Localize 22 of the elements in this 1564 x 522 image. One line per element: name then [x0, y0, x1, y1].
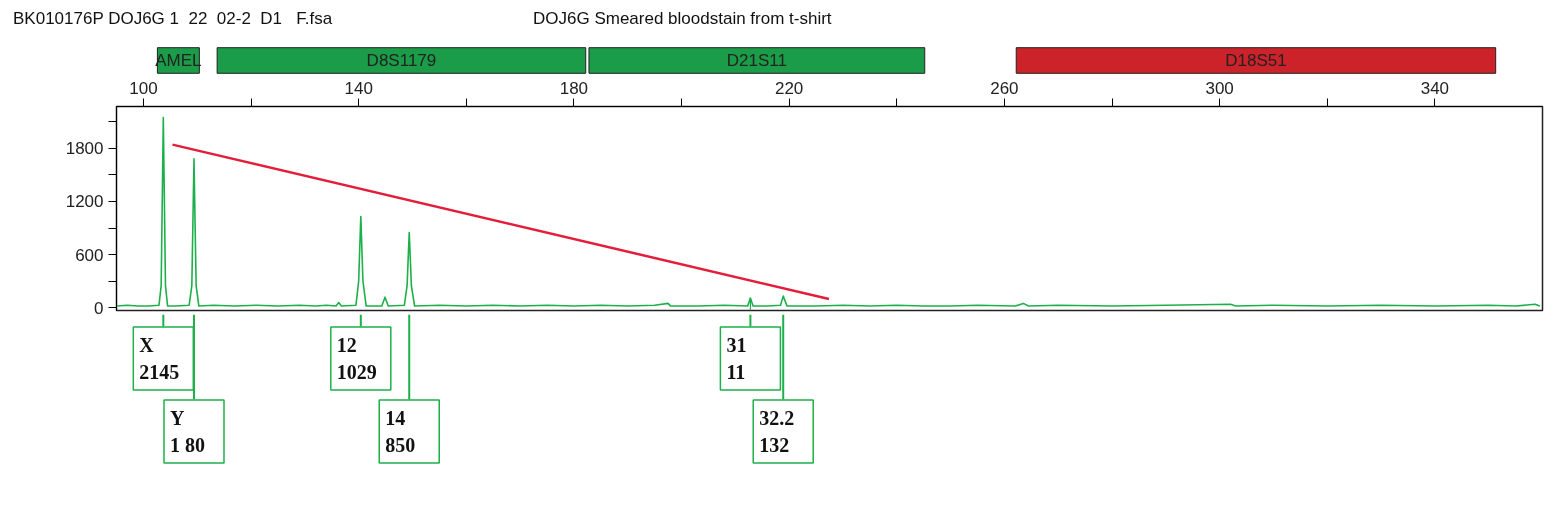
annotation: 31 11: [726, 334, 747, 383]
series-label: D18S51: [1225, 51, 1287, 70]
x-tick-label: 180: [559, 78, 589, 98]
chart-subtitle: DOJ6G Smeared bloodstain from t-shirt: [532, 8, 833, 30]
annotation: 14 850: [385, 407, 416, 456]
y-tick-label: 1800: [65, 139, 104, 159]
chart-title: BK010176P DOJ6G 1 22 02-2 D1 F.fsa: [12, 8, 334, 30]
x-tick-label: 100: [129, 78, 158, 98]
x-tick-label: 300: [1205, 78, 1234, 98]
x-tick-label: 340: [1420, 78, 1450, 98]
annotation: 32.2 132: [759, 407, 795, 456]
series-label: D21S11: [726, 51, 787, 70]
series-label: D8S1179: [366, 51, 437, 70]
x-tick-label: 140: [344, 78, 373, 98]
x-tick-label: 260: [990, 78, 1019, 98]
x-tick-label: 220: [774, 78, 804, 98]
annotation: 12 1029: [336, 334, 377, 383]
y-tick-label: 1200: [65, 192, 104, 212]
y-tick-label: 0: [94, 298, 104, 318]
annotation: Y 1 80: [169, 407, 205, 456]
annotation: X 2145: [139, 334, 180, 383]
y-tick-label: 600: [75, 245, 104, 265]
